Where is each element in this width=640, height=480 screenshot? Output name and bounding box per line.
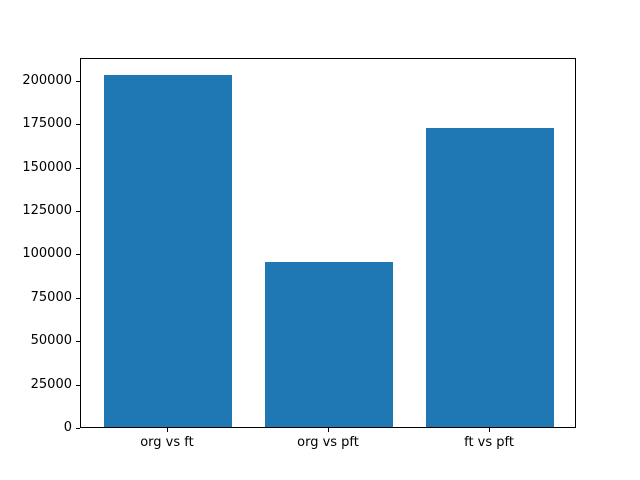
y-tick-mark [76, 211, 80, 213]
bar-org-vs-ft [103, 74, 233, 427]
y-tick-mark [76, 297, 80, 299]
y-tick-mark [76, 428, 80, 429]
plot-area [80, 58, 576, 428]
y-tick-mark [76, 124, 80, 126]
y-tick-label: 200000 [22, 72, 72, 88]
y-tick-mark [76, 384, 80, 386]
y-tick-label: 50000 [30, 333, 72, 349]
y-tick-label: 0 [63, 420, 72, 435]
y-tick-label: 75000 [30, 289, 72, 305]
y-tick-label: 150000 [22, 159, 72, 175]
y-tick-label: 25000 [30, 376, 72, 392]
x-tick-label: org vs ft [140, 435, 194, 450]
y-tick-mark [76, 254, 80, 256]
x-tick-mark [489, 428, 491, 432]
y-tick-mark [76, 80, 80, 82]
x-tick-mark [328, 428, 329, 432]
y-tick-mark [76, 341, 80, 343]
x-tick-label: ft vs pft [464, 435, 514, 450]
bar-ft-vs-pft [425, 128, 555, 427]
y-tick-mark [76, 167, 80, 169]
y-tick-label: 175000 [22, 116, 72, 132]
x-tick-mark [166, 428, 168, 432]
y-tick-label: 100000 [22, 246, 72, 262]
y-tick-label: 125000 [22, 203, 72, 219]
bar-org-vs-pft [264, 262, 394, 427]
x-tick-label: org vs pft [297, 435, 359, 450]
